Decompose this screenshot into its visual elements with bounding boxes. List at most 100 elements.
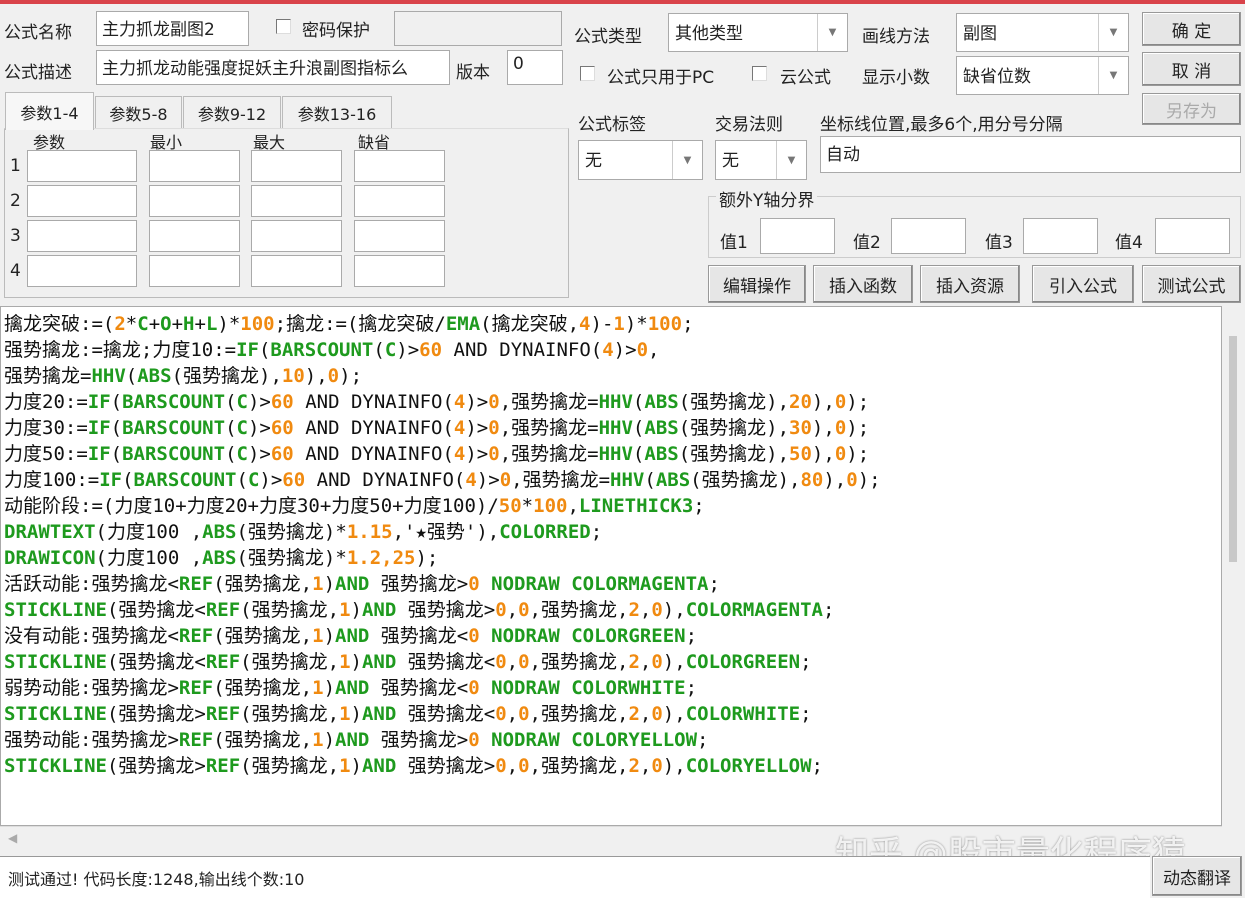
code-number: 0	[488, 391, 500, 413]
code-number: 0	[495, 599, 507, 621]
param-name-input[interactable]	[27, 185, 137, 217]
password-checkbox[interactable]	[276, 19, 291, 34]
code-text: (强势擒龙<	[106, 599, 206, 621]
code-keyword: REF	[178, 625, 214, 647]
tab-params-9-12[interactable]: 参数9-12	[183, 96, 281, 128]
decimals-select[interactable]: 缺省位数 ▼	[956, 56, 1129, 95]
code-line: 弱势动能:强势擒龙>REF(强势擒龙,1)AND 强势擒龙<0 NODRAW C…	[4, 675, 1221, 701]
param-row-number: 4	[10, 261, 21, 281]
param-min-input[interactable]	[149, 255, 240, 287]
param-min-input[interactable]	[149, 185, 240, 217]
vertical-scrollbar-thumb[interactable]	[1229, 336, 1237, 562]
formula-tag-select[interactable]: 无 ▼	[578, 140, 703, 180]
param-max-input[interactable]	[251, 255, 342, 287]
pc-only-checkbox[interactable]	[580, 66, 595, 81]
draw-method-select[interactable]: 副图 ▼	[956, 13, 1129, 52]
code-keyword: C	[384, 339, 397, 361]
edit-operation-button[interactable]: 编辑操作	[708, 265, 806, 303]
param-max-input[interactable]	[251, 150, 342, 182]
param-min-input[interactable]	[149, 220, 240, 252]
code-text: ;	[693, 495, 705, 517]
formula-desc-input[interactable]: 主力抓龙动能强度捉妖主升浪副图指标么	[96, 50, 450, 85]
param-default-input[interactable]	[354, 255, 445, 287]
ok-button[interactable]: 确 定	[1142, 12, 1241, 46]
horizontal-scrollbar[interactable]: ◀	[0, 826, 1222, 852]
code-keyword: ABS	[644, 391, 679, 413]
code-text: (强势擒龙,	[213, 573, 313, 595]
insert-resource-button[interactable]: 插入资源	[920, 265, 1020, 303]
code-text: ;	[685, 625, 698, 647]
code-number: 0	[636, 339, 649, 361]
decimals-value: 缺省位数	[963, 67, 1031, 87]
code-text: ;	[811, 755, 823, 777]
param-default-input[interactable]	[354, 220, 445, 252]
formula-name-input[interactable]: 主力抓龙副图2	[96, 11, 249, 46]
code-keyword: AND	[335, 677, 370, 699]
y-value-input[interactable]	[1023, 218, 1098, 254]
code-number: 2	[628, 651, 640, 673]
code-keyword: ABS	[655, 469, 691, 491]
param-name-input[interactable]	[27, 255, 137, 287]
code-keyword: AND	[361, 703, 397, 725]
code-editor[interactable]: 擒龙突破:=(2*C+O+H+L)*100;擒龙:=(擒龙突破/EMA(擒龙突破…	[0, 306, 1222, 826]
y-value-input[interactable]	[891, 218, 966, 254]
param-max-input[interactable]	[251, 220, 342, 252]
code-text: (	[110, 417, 123, 439]
code-text: AND DYNAINFO(	[293, 443, 454, 465]
code-text: AND DYNAINFO(	[293, 391, 454, 413]
import-formula-button[interactable]: 引入公式	[1032, 265, 1134, 303]
password-label: 密码保护	[302, 21, 370, 41]
code-line: 强势擒龙:=擒龙;力度10:=IF(BARSCOUNT(C)>60 AND DY…	[4, 337, 1221, 363]
tab-params-13-16[interactable]: 参数13-16	[282, 96, 392, 128]
code-text: )>	[259, 469, 283, 491]
version-input[interactable]: 0	[507, 50, 563, 85]
tab-params-5-8[interactable]: 参数5-8	[95, 96, 182, 128]
chevron-down-icon: ▼	[817, 14, 847, 51]
y-value-input[interactable]	[760, 218, 835, 254]
param-name-input[interactable]	[27, 220, 137, 252]
code-text: )	[323, 573, 336, 595]
code-number: 4	[453, 417, 466, 439]
code-text: (强势擒龙,	[240, 599, 340, 621]
param-max-input[interactable]	[251, 185, 342, 217]
code-number: 0	[495, 755, 507, 777]
code-line: STICKLINE(强势擒龙<REF(强势擒龙,1)AND 强势擒龙>0,0,强…	[4, 597, 1221, 623]
code-text: 强势擒龙:=擒龙;力度10:=	[4, 339, 237, 361]
code-text: (力度100 ,	[95, 521, 203, 543]
param-default-input[interactable]	[354, 150, 445, 182]
y-value-input[interactable]	[1155, 218, 1230, 254]
password-input[interactable]	[394, 11, 562, 46]
code-keyword: EMA	[445, 313, 481, 335]
code-number: 0	[846, 469, 858, 491]
param-min-input[interactable]	[149, 150, 240, 182]
code-text: ),	[811, 417, 835, 439]
test-formula-button[interactable]: 测试公式	[1142, 265, 1241, 303]
cancel-button[interactable]: 取 消	[1142, 52, 1241, 86]
code-text: (强势擒龙),	[171, 365, 282, 387]
tab-params-1-4[interactable]: 参数1-4	[5, 92, 94, 130]
draw-method-value: 副图	[963, 24, 997, 44]
vertical-scrollbar[interactable]	[1222, 306, 1245, 854]
code-number: 20	[789, 391, 812, 413]
code-number: 0	[518, 703, 530, 725]
code-number: 1	[613, 313, 625, 335]
cloud-formula-label: 云公式	[780, 68, 831, 88]
trade-rule-select[interactable]: 无 ▼	[715, 140, 807, 180]
formula-type-select[interactable]: 其他类型 ▼	[668, 13, 848, 52]
dynamic-translate-button[interactable]: 动态翻译	[1152, 856, 1242, 896]
code-text: ,强势擒龙=	[499, 391, 599, 413]
code-number: 80	[800, 469, 824, 491]
code-number: 60	[419, 339, 443, 361]
param-default-input[interactable]	[354, 185, 445, 217]
code-text: ,	[639, 755, 652, 777]
code-line: STICKLINE(强势擒龙>REF(强势擒龙,1)AND 强势擒龙<0,0,强…	[4, 701, 1221, 727]
code-number: 1	[339, 651, 351, 673]
insert-function-button[interactable]: 插入函数	[813, 265, 913, 303]
param-name-input[interactable]	[27, 150, 137, 182]
cloud-formula-checkbox[interactable]	[752, 66, 767, 81]
code-keyword: REF	[205, 703, 241, 725]
save-as-button[interactable]: 另存为	[1142, 93, 1241, 125]
scroll-left-icon[interactable]: ◀	[8, 831, 18, 845]
code-number: 0	[834, 391, 847, 413]
axis-position-input[interactable]: 自动	[820, 136, 1241, 173]
